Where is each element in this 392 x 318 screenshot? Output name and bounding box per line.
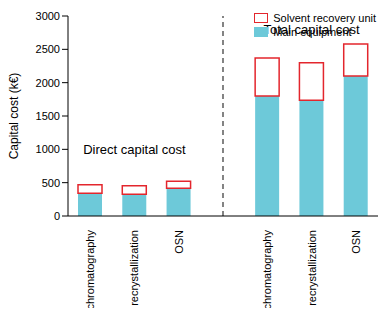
- svg-text:1500: 1500: [36, 110, 60, 122]
- svg-text:500: 500: [42, 177, 60, 189]
- svg-text:chromatography: chromatography: [261, 230, 273, 308]
- svg-text:recrystallization: recrystallization: [306, 230, 318, 306]
- svg-text:2500: 2500: [36, 43, 60, 55]
- svg-text:0: 0: [54, 210, 60, 222]
- svg-text:1000: 1000: [36, 143, 60, 155]
- svg-text:Capital cost (k€): Capital cost (k€): [8, 73, 21, 160]
- html-text:Solvent recovery unit: Solvent recovery unit: [273, 12, 376, 24]
- svg-text:OSN: OSN: [350, 230, 362, 254]
- svg-text:chromatography: chromatography: [84, 230, 96, 308]
- svg-text:OSN: OSN: [173, 230, 185, 254]
- svg-text:recrystallization: recrystallization: [128, 230, 140, 306]
- svg-text:3000: 3000: [36, 10, 60, 22]
- svg-text:Direct capital cost: Direct capital cost: [83, 142, 186, 157]
- svg-text:2000: 2000: [36, 77, 60, 89]
- html-text:Main equipment: Main equipment: [273, 26, 352, 38]
